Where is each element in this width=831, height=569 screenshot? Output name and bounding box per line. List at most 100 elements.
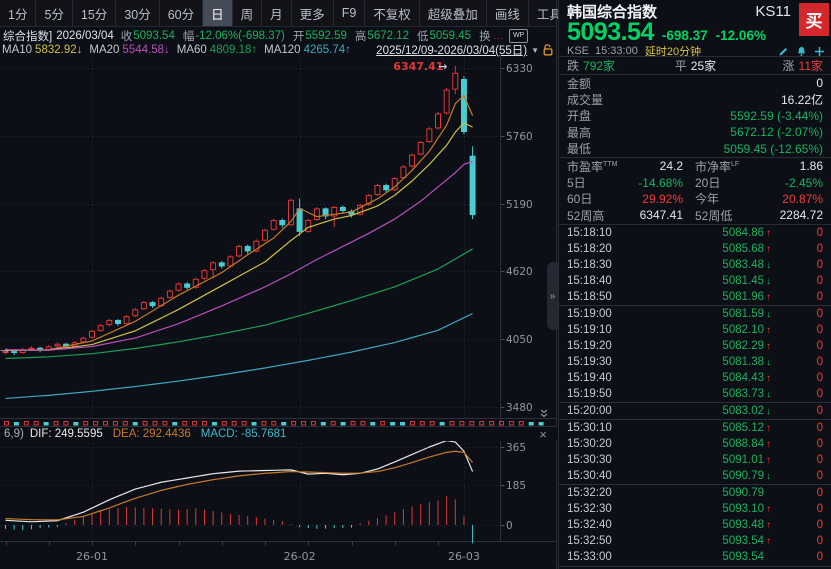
- toolbar-button-画线[interactable]: 画线: [487, 0, 529, 26]
- tick-time: 15:19:20: [567, 339, 612, 352]
- tick-time: 15:19:10: [567, 323, 612, 336]
- stat-row: 金额 0: [567, 76, 823, 91]
- toolbar-button-不复权[interactable]: 不复权: [365, 0, 420, 26]
- macd-value: MACD: -85.7681: [200, 428, 287, 440]
- chevron-down-icon[interactable]: ▼: [531, 45, 539, 55]
- index-code: KS11: [755, 3, 791, 20]
- unlock-icon[interactable]: [543, 44, 554, 56]
- tick-row[interactable]: 15:33:00 5093.54 0: [559, 549, 831, 567]
- tick-down-arrow-icon: ↓: [766, 308, 771, 320]
- period-button-更多[interactable]: 更多: [292, 0, 334, 26]
- tick-price: 5093.54 ↑: [722, 535, 775, 547]
- tick-row[interactable]: 15:18:50 5081.96 ↑ 0: [559, 289, 831, 306]
- quote-time: 15:33:00: [595, 45, 638, 57]
- tick-volume: 0: [816, 454, 823, 467]
- tick-volume: 0: [816, 388, 823, 400]
- kline-chart-canvas[interactable]: [0, 55, 557, 569]
- range-value: -12.06%(-698.37): [195, 29, 285, 42]
- tick-price: 5084.86 ↑: [722, 227, 775, 239]
- tick-volume: 0: [816, 371, 823, 384]
- pencil-icon[interactable]: [778, 46, 789, 57]
- tick-volume: 0: [816, 405, 823, 418]
- tick-volume: 0: [816, 323, 823, 336]
- tick-time: 15:30:40: [567, 470, 612, 483]
- close-label: 收: [120, 30, 133, 43]
- date-range-control[interactable]: 2025/12/09-2026/03/04(55日) ▼: [376, 42, 554, 58]
- buy-button[interactable]: 买: [799, 3, 829, 36]
- tick-time: 15:32:40: [567, 519, 612, 532]
- tick-time: 15:32:50: [567, 535, 612, 548]
- toolbar-button-超级叠加[interactable]: 超级叠加: [420, 0, 487, 26]
- tick-row[interactable]: 15:19:00 5081.59 ↓ 0: [559, 306, 831, 322]
- bell-icon[interactable]: [796, 46, 807, 57]
- tick-row[interactable]: 15:32:50 5093.54 ↑ 0: [559, 533, 831, 549]
- tick-row[interactable]: 15:18:10 5084.86 ↑ 0: [559, 225, 831, 241]
- tick-up-arrow-icon: ↑: [766, 324, 771, 336]
- period-button-1分[interactable]: 1分: [0, 0, 37, 26]
- tick-row[interactable]: 15:19:30 5081.38 ↓ 0: [559, 354, 831, 370]
- tick-row[interactable]: 15:18:30 5083.48 ↓ 0: [559, 257, 831, 273]
- tick-row[interactable]: 15:19:40 5084.43 ↑ 0: [559, 370, 831, 386]
- tick-price: 5081.38 ↓: [722, 356, 775, 368]
- tick-price: 5093.10 ↑: [722, 503, 775, 515]
- period-button-5分[interactable]: 5分: [36, 0, 73, 26]
- tick-volume: 0: [816, 422, 823, 435]
- tick-row[interactable]: 15:20:00 5083.02 ↓ 0: [559, 403, 831, 421]
- period-button-60分[interactable]: 60分: [160, 0, 204, 26]
- stat-row: 最高 5672.12 (-2.07%): [567, 125, 823, 140]
- tick-row[interactable]: 15:32:40 5093.48 ↑ 0: [559, 517, 831, 533]
- tick-price: 5082.29 ↑: [722, 340, 775, 352]
- up-count: 11家: [798, 59, 824, 73]
- wp-monitor-icon[interactable]: WP: [509, 28, 529, 43]
- down-count: 792家: [583, 59, 616, 73]
- tick-price: 5081.45 ↓: [722, 275, 775, 287]
- delay-badge: 延时20分钟: [644, 46, 702, 58]
- tick-volume: 0: [816, 274, 823, 287]
- collapse-strip-icon[interactable]: [537, 409, 551, 419]
- tick-row[interactable]: 15:18:40 5081.45 ↓ 0: [559, 273, 831, 289]
- tick-down-arrow-icon: ↓: [766, 259, 771, 271]
- tick-row[interactable]: 15:32:30 5093.10 ↑ 0: [559, 501, 831, 517]
- tick-row[interactable]: 15:30:40 5090.79 ↓ 0: [559, 468, 831, 486]
- tick-row[interactable]: 15:30:30 5091.01 ↑ 0: [559, 452, 831, 468]
- tick-volume: 0: [816, 355, 823, 368]
- tick-price: 5081.59 ↓: [722, 308, 775, 320]
- tick-up-arrow-icon: ↑: [766, 340, 771, 352]
- low-label: 低: [417, 30, 429, 43]
- toolbar-right-buttons: F9 不复权 超级叠加 画线 工具: [334, 0, 571, 26]
- tick-time: 15:19:30: [567, 355, 612, 368]
- high-value: 5672.12: [367, 29, 409, 42]
- period-button-日[interactable]: 日: [203, 0, 233, 26]
- tick-row[interactable]: 15:19:50 5083.73 ↓ 0: [559, 386, 831, 404]
- period-button-月[interactable]: 月: [262, 0, 292, 26]
- open-value: 5592.59: [305, 29, 347, 42]
- tick-row[interactable]: 15:19:20 5082.29 ↑ 0: [559, 338, 831, 354]
- flat-count: 25家: [690, 59, 717, 73]
- tick-down-arrow-icon: ↓: [766, 471, 771, 483]
- tick-time: 15:18:10: [567, 226, 612, 239]
- plus-icon[interactable]: [814, 46, 825, 57]
- period-button-30分[interactable]: 30分: [116, 0, 160, 26]
- close-icon[interactable]: ×: [539, 426, 547, 442]
- tick-row[interactable]: 15:30:20 5088.84 ↑ 0: [559, 436, 831, 452]
- period-button-15分[interactable]: 15分: [73, 0, 117, 26]
- tick-row[interactable]: 15:18:20 5085.68 ↑ 0: [559, 241, 831, 257]
- tick-down-arrow-icon: ↓: [766, 356, 771, 368]
- toolbar-button-F9[interactable]: F9: [334, 0, 366, 26]
- tick-price: 5085.12 ↑: [722, 422, 775, 434]
- tick-time: 15:32:30: [567, 503, 612, 516]
- ma-items: MA10 5832.92↓ MA20 5544.58↓ MA60 4809.18↑ MA12…: [2, 44, 358, 56]
- tick-price: 5088.84 ↑: [722, 438, 775, 450]
- date-range-text[interactable]: 2025/12/09-2026/03/04(55日): [376, 45, 528, 57]
- dea-value: DEA: 292.4436: [112, 428, 191, 440]
- tick-row[interactable]: 15:30:10 5085.12 ↑ 0: [559, 420, 831, 436]
- tick-time: 15:30:20: [567, 438, 612, 451]
- tick-row[interactable]: 15:32:20 5090.79 0: [559, 485, 831, 501]
- period-button-周[interactable]: 周: [233, 0, 263, 26]
- tick-price: 5082.10 ↑: [722, 324, 775, 336]
- dif-value: DIF: 249.5595: [29, 428, 103, 440]
- tick-row[interactable]: 15:19:10 5082.10 ↑ 0: [559, 322, 831, 338]
- tick-volume: 0: [816, 519, 823, 532]
- panel-collapse-handle[interactable]: »: [547, 262, 558, 330]
- quote-stats-rows: 金额 0 成交量 16.22亿 开盘 5592.59 (-3.44%) 最高 5672.12 …: [559, 75, 831, 157]
